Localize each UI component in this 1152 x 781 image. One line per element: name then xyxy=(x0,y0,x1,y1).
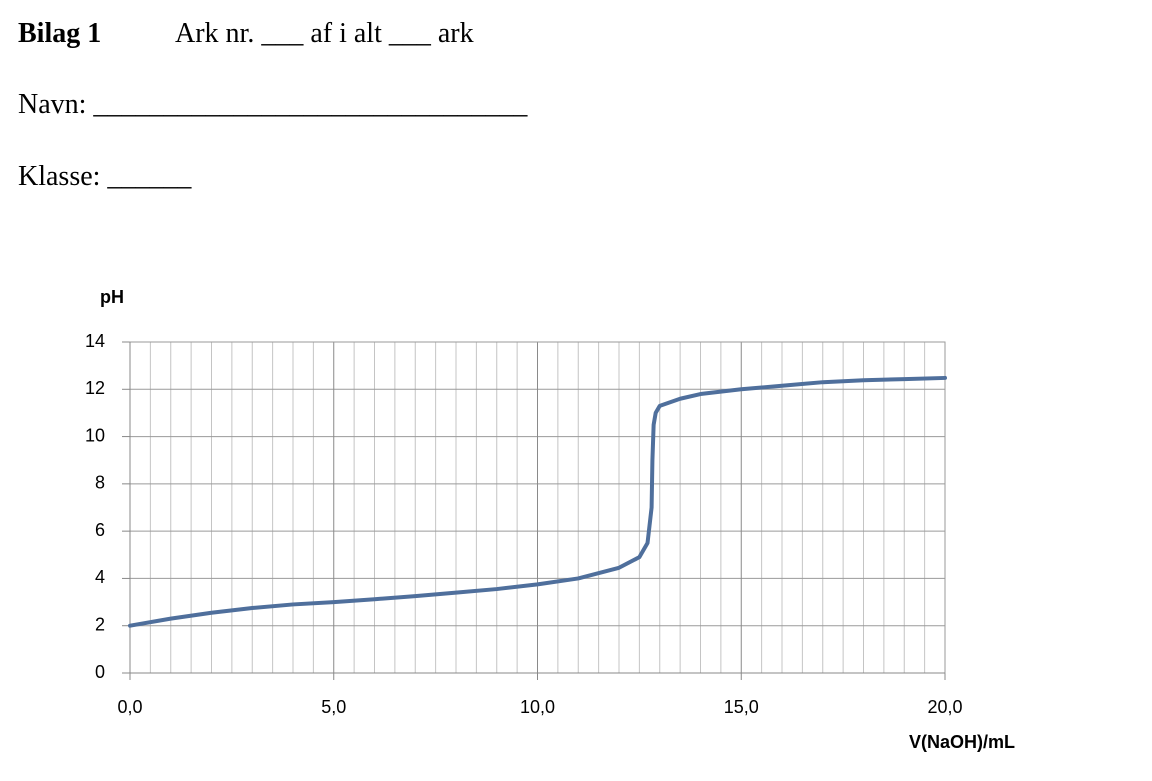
y-tick-label: 8 xyxy=(95,473,105,493)
y-tick-label: 4 xyxy=(95,567,105,587)
title: Bilag 1 xyxy=(18,18,101,49)
y-tick-label: 2 xyxy=(95,614,105,634)
y-tick-label: 10 xyxy=(85,425,105,445)
class-field: Klasse: ______ xyxy=(18,161,192,192)
x-tick-label: 20,0 xyxy=(927,697,962,717)
x-tick-label: 0,0 xyxy=(117,697,142,717)
x-tick-label: 15,0 xyxy=(724,697,759,717)
x-tick-label: 10,0 xyxy=(520,697,555,717)
x-axis-label: V(NaOH)/mL xyxy=(909,732,1015,752)
name-field: Navn: _______________________________ xyxy=(18,89,528,120)
header: Bilag 1 Ark nr. ___ af i alt ___ ark Nav… xyxy=(18,18,528,192)
x-tick-label: 5,0 xyxy=(321,697,346,717)
data-line xyxy=(128,375,947,628)
sheet-line: Ark nr. ___ af i alt ___ ark xyxy=(175,18,474,49)
y-tick-label: 0 xyxy=(95,662,105,682)
y-tick-label: 6 xyxy=(95,520,105,540)
y-axis-label: pH xyxy=(100,287,124,307)
y-tick-label: 14 xyxy=(85,331,105,351)
y-tick-label: 12 xyxy=(85,378,105,398)
chart: pH V(NaOH)/mL 0 2 4 6 8 10 12 14 0,0 5,0 10,0 15,0 2… xyxy=(85,287,1015,752)
